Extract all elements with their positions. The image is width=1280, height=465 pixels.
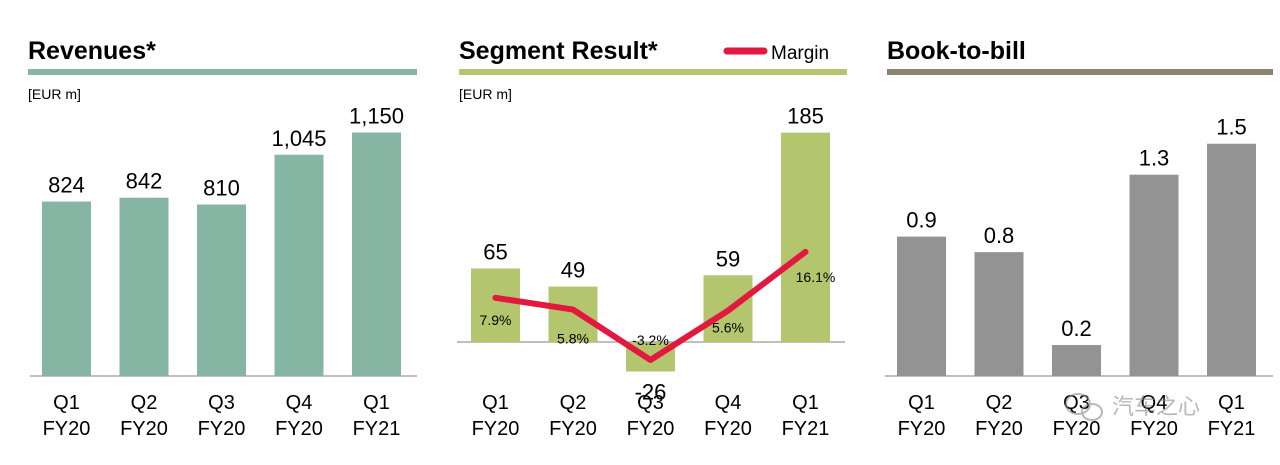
btb-tick-label-line2: FY20 bbox=[1053, 418, 1101, 440]
segment-tick-label-line1: Q3 bbox=[637, 392, 664, 414]
btb-tick-label-line2: FY21 bbox=[1208, 418, 1256, 440]
segment-tick-label-line2: FY20 bbox=[704, 418, 752, 440]
btb-tick-label-line1: Q4 bbox=[1141, 392, 1168, 414]
watermark: 汽车之心 bbox=[1065, 393, 1200, 421]
margin-label: 16.1% bbox=[796, 269, 836, 285]
btb-title-rule bbox=[887, 69, 1273, 75]
revenues-value-label: 1,045 bbox=[271, 126, 326, 151]
margin-label: 5.8% bbox=[557, 331, 589, 347]
segment-unit-label: [EUR m] bbox=[459, 86, 512, 102]
segment-tick-label-line2: FY20 bbox=[627, 418, 675, 440]
btb-marks: 0.9Q1FY200.8Q2FY200.2Q3FY201.3Q4FY201.5Q… bbox=[885, 115, 1273, 440]
revenues-marks: 824 Q1 FY20 842 Q2 FY20 810 Q3 FY20 1,045 Q4 FY20 1,… bbox=[30, 104, 417, 440]
btb-bar bbox=[974, 252, 1024, 376]
revenues-panel: Revenues* [EUR m] 824 Q1 FY20 842 Q2 FY20 810 Q… bbox=[28, 37, 417, 440]
segment-value-label: 65 bbox=[483, 239, 507, 264]
btb-value-label: 0.8 bbox=[984, 223, 1015, 248]
revenues-bar bbox=[42, 201, 91, 376]
segment-value-label: 49 bbox=[561, 258, 585, 283]
revenues-tick-label-line2: FY20 bbox=[275, 418, 323, 440]
btb-value-label: 0.9 bbox=[906, 208, 937, 233]
revenues-bar bbox=[352, 132, 401, 376]
revenues-tick-label-line1: Q2 bbox=[131, 392, 158, 414]
revenues-tick-label-line1: Q4 bbox=[286, 392, 313, 414]
wechat-icon bbox=[1065, 393, 1103, 421]
revenues-tick-label-line2: FY20 bbox=[43, 418, 91, 440]
watermark-text: 汽车之心 bbox=[1112, 395, 1200, 420]
revenues-tick-label-line2: FY20 bbox=[198, 418, 246, 440]
btb-bar bbox=[1129, 174, 1179, 376]
segment-value-label: 59 bbox=[716, 246, 740, 271]
revenues-tick-label-line2: FY20 bbox=[120, 418, 168, 440]
revenues-tick-label-line1: Q1 bbox=[363, 392, 390, 414]
btb-tick-label-line2: FY20 bbox=[1130, 418, 1178, 440]
btb-value-label: 1.5 bbox=[1216, 115, 1247, 140]
margin-label: 5.6% bbox=[712, 320, 744, 336]
segment-panel: Segment Result* [EUR m] Margin 65 Q1 FY20 4… bbox=[457, 37, 847, 440]
revenues-bar bbox=[197, 204, 246, 376]
margin-label: -3.2% bbox=[632, 332, 669, 348]
segment-tick-label-line2: FY21 bbox=[782, 418, 830, 440]
segment-tick-label-line1: Q2 bbox=[560, 392, 587, 414]
margin-label: 7.9% bbox=[480, 312, 512, 328]
btb-value-label: 0.2 bbox=[1061, 316, 1092, 341]
btb-tick-label-line2: FY20 bbox=[898, 418, 946, 440]
revenues-value-label: 810 bbox=[203, 176, 240, 201]
revenues-value-label: 1,150 bbox=[349, 104, 404, 129]
btb-value-label: 1.3 bbox=[1139, 146, 1170, 171]
segment-bar bbox=[548, 286, 598, 343]
revenues-value-label: 842 bbox=[126, 169, 163, 194]
segment-value-label: -26 bbox=[635, 379, 667, 404]
revenues-bar bbox=[119, 197, 169, 376]
margin-legend-label: Margin bbox=[771, 43, 829, 64]
segment-tick-label-line1: Q1 bbox=[792, 392, 819, 414]
segment-bar bbox=[781, 132, 830, 343]
revenues-tick-label-line1: Q3 bbox=[208, 392, 235, 414]
segment-title: Segment Result* bbox=[459, 37, 658, 65]
btb-panel: Book-to-bill 0.9Q1FY200.8Q2FY200.2Q3FY20… bbox=[885, 37, 1273, 440]
segment-value-label: 185 bbox=[787, 104, 824, 129]
segment-tick-label-line1: Q1 bbox=[482, 392, 509, 414]
segment-bar bbox=[471, 268, 520, 343]
btb-bar bbox=[1207, 143, 1256, 376]
btb-tick-label-line1: Q1 bbox=[908, 392, 935, 414]
btb-tick-label-line2: FY20 bbox=[975, 418, 1023, 440]
revenues-unit-label: [EUR m] bbox=[28, 86, 81, 102]
segment-title-rule bbox=[459, 69, 847, 75]
btb-tick-label-line1: Q1 bbox=[1218, 392, 1245, 414]
btb-bar bbox=[897, 236, 946, 376]
segment-tick-label-line1: Q4 bbox=[715, 392, 742, 414]
btb-bar bbox=[1052, 345, 1101, 376]
revenues-title: Revenues* bbox=[28, 37, 156, 65]
segment-tick-label-line2: FY20 bbox=[472, 418, 520, 440]
segment-tick-label-line2: FY20 bbox=[549, 418, 597, 440]
btb-tick-label-line1: Q2 bbox=[986, 392, 1013, 414]
revenues-title-rule bbox=[28, 69, 417, 75]
revenues-bar bbox=[274, 154, 324, 376]
revenues-value-label: 824 bbox=[48, 173, 85, 198]
revenues-tick-label-line1: Q1 bbox=[53, 392, 80, 414]
btb-title: Book-to-bill bbox=[887, 37, 1026, 65]
margin-legend: Margin bbox=[723, 43, 829, 64]
revenues-tick-label-line2: FY21 bbox=[353, 418, 401, 440]
